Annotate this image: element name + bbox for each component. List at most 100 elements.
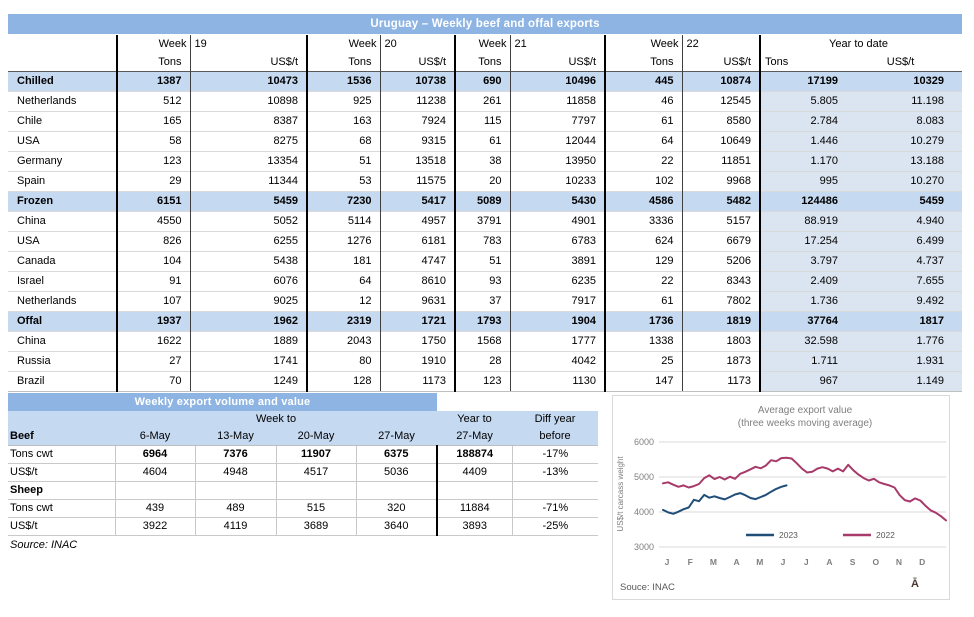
table-row: Chile 165 8387 163 7924 115 7797 61 8580 2.784 8.0… [8, 111, 963, 132]
cell: 38 [454, 151, 510, 172]
cell: 7.655 [844, 271, 963, 292]
beef-section-label: Beef [8, 428, 115, 446]
cell: 445 [604, 71, 682, 92]
cell: 93 [454, 271, 510, 292]
cell: 12044 [509, 131, 605, 152]
cell: 61 [454, 131, 510, 152]
cell: 1622 [116, 331, 190, 352]
cell: 58 [116, 131, 190, 152]
cell: 11.198 [844, 91, 963, 112]
svg-text:J: J [804, 557, 809, 567]
cell: 8610 [379, 271, 455, 292]
weekly-volume-value-table: Weekly export volume and value Week to Y… [8, 393, 599, 551]
cell: 690 [454, 71, 510, 92]
table-row: China 4550 5052 5114 4957 3791 4901 3336 5157 88.… [8, 211, 963, 232]
svg-text:2022: 2022 [876, 530, 895, 540]
row-label: Tons cwt [8, 445, 116, 464]
svg-text:A: A [734, 557, 740, 567]
cell: 2319 [306, 311, 380, 332]
column-header: 20-May [276, 428, 356, 446]
cell: 1249 [189, 371, 307, 392]
cell: 1.736 [759, 291, 844, 312]
cell: 8387 [189, 111, 307, 132]
cell: 1962 [189, 311, 307, 332]
table-row: USA 58 8275 68 9315 61 12044 64 10649 1.446 10.279 [8, 131, 963, 152]
cell: 188874 [436, 445, 513, 464]
cell: 107 [116, 291, 190, 312]
table2-source: Source: INAC [10, 539, 78, 551]
cell [115, 481, 196, 500]
cell: 1338 [604, 331, 682, 352]
cell: 10874 [681, 71, 760, 92]
cell: 1750 [379, 331, 455, 352]
average-export-value-chart: Average export value (three weeks moving … [616, 405, 947, 593]
cell: 1736 [604, 311, 682, 332]
cell: -13% [512, 463, 599, 482]
cell: 7230 [306, 191, 380, 212]
cell: 1793 [454, 311, 510, 332]
cell [276, 481, 357, 500]
cell: 9315 [379, 131, 455, 152]
weekly-exports-table: Uruguay – Weekly beef and offal exports … [8, 14, 963, 392]
svg-text:3000: 3000 [634, 542, 654, 552]
cell: 1721 [379, 311, 455, 332]
column-header: US$/t [886, 56, 915, 68]
table-row: US$/t 3922 4119 3689 3640 3893 -25% [8, 517, 599, 536]
svg-text:S: S [850, 557, 856, 567]
svg-text:6000: 6000 [634, 437, 654, 447]
cell: 124486 [759, 191, 844, 212]
cell: 5157 [681, 211, 760, 232]
cell: 7802 [681, 291, 760, 312]
cell: 4.940 [844, 211, 963, 232]
cell: 1.149 [844, 371, 963, 392]
cell: 12 [306, 291, 380, 312]
cell: 6151 [116, 191, 190, 212]
cell: 17199 [759, 71, 844, 92]
cell: 6181 [379, 231, 455, 252]
cell: 7917 [509, 291, 605, 312]
cell: 624 [604, 231, 682, 252]
cell: 37764 [759, 311, 844, 332]
svg-text:2023: 2023 [779, 530, 798, 540]
column-header: 27-May [356, 428, 438, 446]
cell: 5417 [379, 191, 455, 212]
cell: 1937 [116, 311, 190, 332]
cell: 12545 [681, 91, 760, 112]
svg-text:N: N [896, 557, 902, 567]
column-header: Week [306, 35, 380, 53]
cell: 5482 [681, 191, 760, 212]
svg-text:J: J [781, 557, 786, 567]
week-to-header: Week to [115, 411, 438, 428]
cell: 5459 [844, 191, 963, 212]
cell: 4042 [509, 351, 605, 372]
cell: 20 [454, 171, 510, 192]
cell: 4948 [195, 463, 277, 482]
row-label: Chile [8, 111, 117, 132]
row-label: USA [8, 131, 117, 152]
table-row: US$/t 4604 4948 4517 5036 4409 -13% [8, 463, 599, 482]
column-header: 20 [379, 35, 455, 53]
svg-text:Ā: Ā [911, 578, 919, 590]
table2-title: Weekly export volume and value [8, 393, 437, 411]
cell: 5089 [454, 191, 510, 212]
cell: 1.711 [759, 351, 844, 372]
cell: 123 [116, 151, 190, 172]
column-header: US$/t [379, 53, 455, 72]
cell: 104 [116, 251, 190, 272]
cell: 4901 [509, 211, 605, 232]
cell: 11851 [681, 151, 760, 172]
row-label: Russia [8, 351, 117, 372]
cell: 25 [604, 351, 682, 372]
cell: 5430 [509, 191, 605, 212]
row-label: Germany [8, 151, 117, 172]
cell: 9631 [379, 291, 455, 312]
cell: 925 [306, 91, 380, 112]
row-label: US$/t [8, 517, 116, 536]
cell: 102 [604, 171, 682, 192]
svg-text:Souce: INAC: Souce: INAC [620, 582, 675, 593]
cell: 8343 [681, 271, 760, 292]
cell: 4517 [276, 463, 357, 482]
row-label: Sheep [8, 481, 116, 500]
row-label: Netherlands [8, 291, 117, 312]
cell: 165 [116, 111, 190, 132]
